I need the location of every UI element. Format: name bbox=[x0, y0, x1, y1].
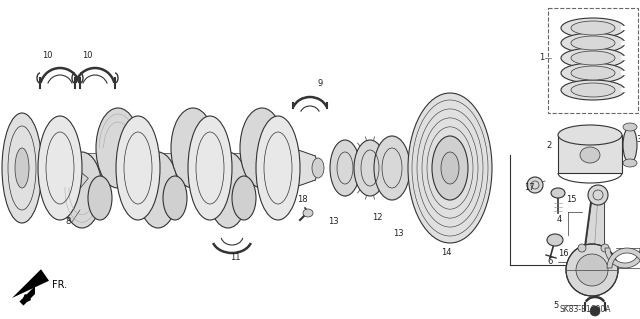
Text: 3: 3 bbox=[636, 136, 640, 145]
Ellipse shape bbox=[571, 51, 615, 65]
Ellipse shape bbox=[441, 152, 459, 184]
Text: 12: 12 bbox=[372, 213, 383, 222]
Text: 17: 17 bbox=[524, 183, 534, 192]
Ellipse shape bbox=[171, 108, 215, 188]
Bar bbox=[558, 135, 622, 173]
Ellipse shape bbox=[561, 63, 625, 83]
Ellipse shape bbox=[312, 158, 324, 178]
Polygon shape bbox=[607, 248, 640, 268]
Ellipse shape bbox=[571, 66, 615, 80]
Ellipse shape bbox=[15, 148, 29, 188]
Ellipse shape bbox=[623, 123, 637, 131]
Ellipse shape bbox=[374, 136, 410, 200]
Text: 16: 16 bbox=[558, 249, 568, 257]
Text: 14: 14 bbox=[441, 248, 451, 257]
Ellipse shape bbox=[571, 83, 615, 97]
Ellipse shape bbox=[240, 108, 284, 188]
Text: 8: 8 bbox=[65, 218, 70, 226]
Ellipse shape bbox=[432, 136, 468, 200]
Text: 4: 4 bbox=[557, 216, 562, 225]
Ellipse shape bbox=[588, 185, 608, 205]
Polygon shape bbox=[54, 160, 88, 194]
Ellipse shape bbox=[354, 140, 386, 196]
Ellipse shape bbox=[116, 116, 160, 220]
Text: 10: 10 bbox=[42, 50, 52, 60]
Text: 15: 15 bbox=[566, 196, 577, 204]
Text: 10: 10 bbox=[82, 50, 93, 60]
Text: 11: 11 bbox=[230, 254, 241, 263]
Ellipse shape bbox=[96, 108, 140, 188]
Ellipse shape bbox=[580, 147, 600, 163]
Polygon shape bbox=[19, 286, 35, 309]
Text: 13: 13 bbox=[393, 229, 404, 239]
Ellipse shape bbox=[578, 244, 586, 252]
Ellipse shape bbox=[408, 93, 492, 243]
Bar bbox=[548, 8, 638, 113]
Ellipse shape bbox=[561, 80, 625, 100]
Bar bbox=[82, 153, 116, 183]
Ellipse shape bbox=[571, 36, 615, 50]
Text: 2: 2 bbox=[547, 140, 552, 150]
Ellipse shape bbox=[527, 177, 543, 193]
Ellipse shape bbox=[590, 306, 600, 316]
Ellipse shape bbox=[551, 188, 565, 198]
Polygon shape bbox=[582, 195, 604, 270]
Ellipse shape bbox=[623, 127, 637, 163]
Text: 13: 13 bbox=[328, 218, 339, 226]
Ellipse shape bbox=[232, 176, 256, 220]
Text: FR.: FR. bbox=[52, 280, 67, 290]
Ellipse shape bbox=[163, 176, 187, 220]
Text: 9: 9 bbox=[318, 78, 323, 87]
Ellipse shape bbox=[571, 21, 615, 35]
Text: 6: 6 bbox=[548, 257, 553, 266]
Ellipse shape bbox=[208, 152, 248, 228]
Ellipse shape bbox=[558, 125, 622, 145]
Ellipse shape bbox=[188, 116, 232, 220]
Ellipse shape bbox=[2, 113, 42, 223]
Text: 5: 5 bbox=[554, 300, 559, 309]
Bar bbox=[160, 153, 188, 183]
Ellipse shape bbox=[576, 254, 608, 286]
Text: 18: 18 bbox=[297, 196, 308, 204]
Polygon shape bbox=[12, 269, 49, 298]
Ellipse shape bbox=[88, 176, 112, 220]
Bar bbox=[232, 153, 256, 183]
Ellipse shape bbox=[623, 159, 637, 167]
Text: SK83-E1600A: SK83-E1600A bbox=[560, 306, 611, 315]
Ellipse shape bbox=[561, 48, 625, 68]
Bar bbox=[22, 153, 38, 183]
Ellipse shape bbox=[330, 140, 360, 196]
Text: 1: 1 bbox=[539, 54, 544, 63]
Ellipse shape bbox=[303, 209, 313, 217]
Ellipse shape bbox=[566, 244, 618, 296]
Ellipse shape bbox=[547, 234, 563, 246]
Ellipse shape bbox=[561, 33, 625, 53]
Ellipse shape bbox=[62, 152, 102, 228]
Ellipse shape bbox=[38, 116, 82, 220]
Ellipse shape bbox=[256, 116, 300, 220]
Ellipse shape bbox=[561, 18, 625, 38]
Ellipse shape bbox=[601, 244, 609, 252]
Ellipse shape bbox=[138, 152, 178, 228]
Polygon shape bbox=[605, 248, 640, 268]
Polygon shape bbox=[298, 150, 318, 186]
